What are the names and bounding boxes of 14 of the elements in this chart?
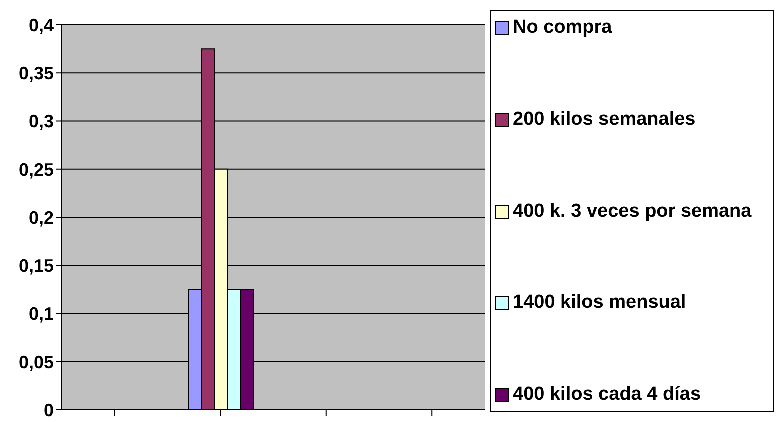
y-tick-label: 0,2	[28, 208, 54, 228]
y-tick-label: 0,05	[18, 352, 54, 372]
legend-label: 400 k. 3 veces por semana	[513, 200, 752, 224]
legend-label: No compra	[513, 16, 612, 40]
y-tick-label: 0,1	[28, 304, 54, 324]
y-tick-label: 0,4	[28, 15, 54, 36]
y-tick-label: 0,35	[18, 64, 54, 84]
legend-label: 1400 kilos mensual	[513, 291, 686, 316]
legend-label: 400 kilos cada 4 días	[513, 383, 702, 407]
y-tick-label: 0,25	[18, 160, 54, 180]
y-tick-label: 0	[44, 400, 54, 420]
y-tick-label: 0,3	[28, 112, 54, 132]
y-tick-label: 0,15	[18, 256, 54, 276]
legend-label: 200 kilos semanales	[513, 108, 696, 132]
